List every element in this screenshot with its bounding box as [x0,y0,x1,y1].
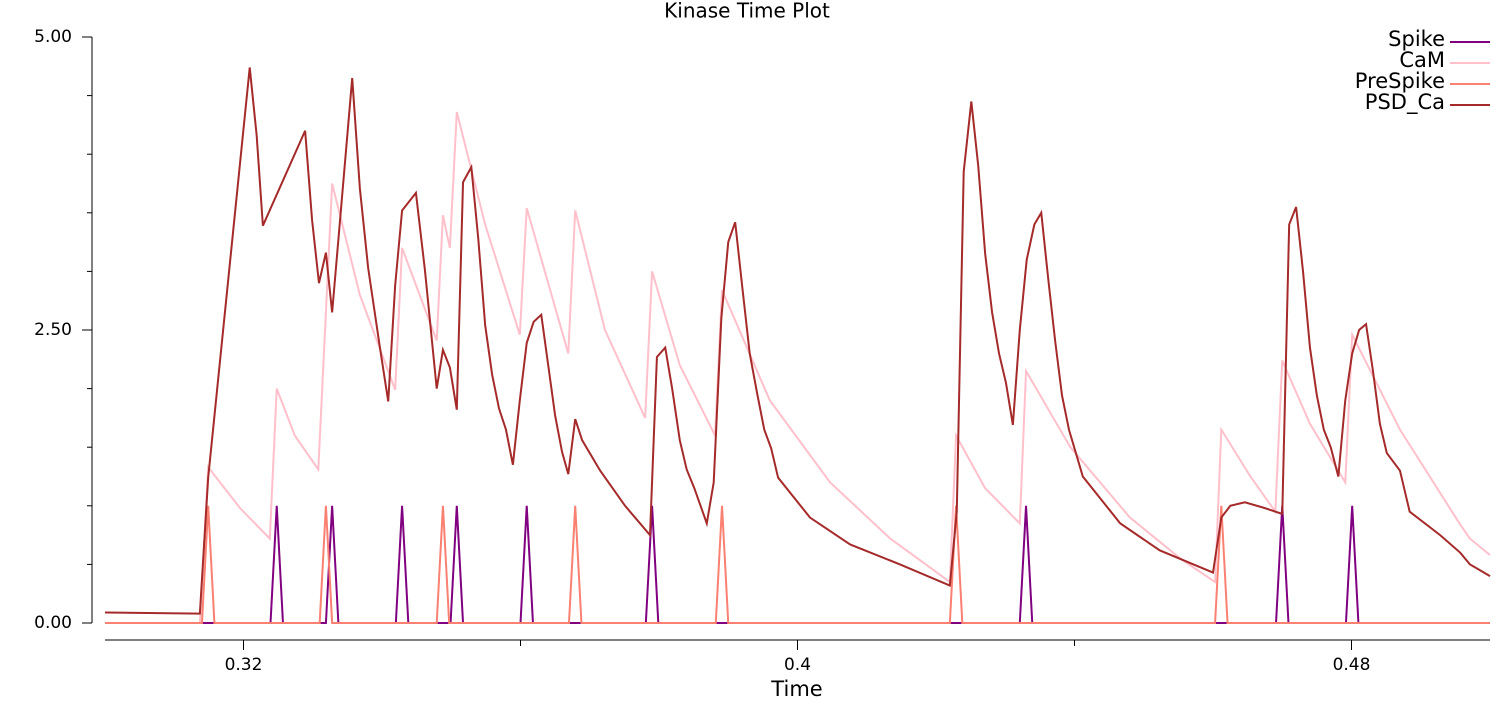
chart-title: Kinase Time Plot [664,0,830,23]
y-tick-label: 0.00 [34,613,72,633]
y-tick-label: 2.50 [34,320,72,340]
series-line [104,67,1491,615]
legend-label: CaM [1399,48,1445,72]
series-line [105,505,1490,624]
x-tick-label: 0.48 [1333,655,1371,675]
series-line [105,505,1490,624]
x-axis-label: Time [770,677,822,701]
legend-label: PSD_Ca [1365,90,1445,115]
series-line [105,111,1491,624]
legend-label: PreSpike [1355,69,1445,93]
x-tick-label: 0.4 [784,655,811,675]
legend-label: Spike [1388,27,1445,51]
x-tick-label: 0.32 [225,655,263,675]
y-tick-label: 5.00 [34,27,72,47]
